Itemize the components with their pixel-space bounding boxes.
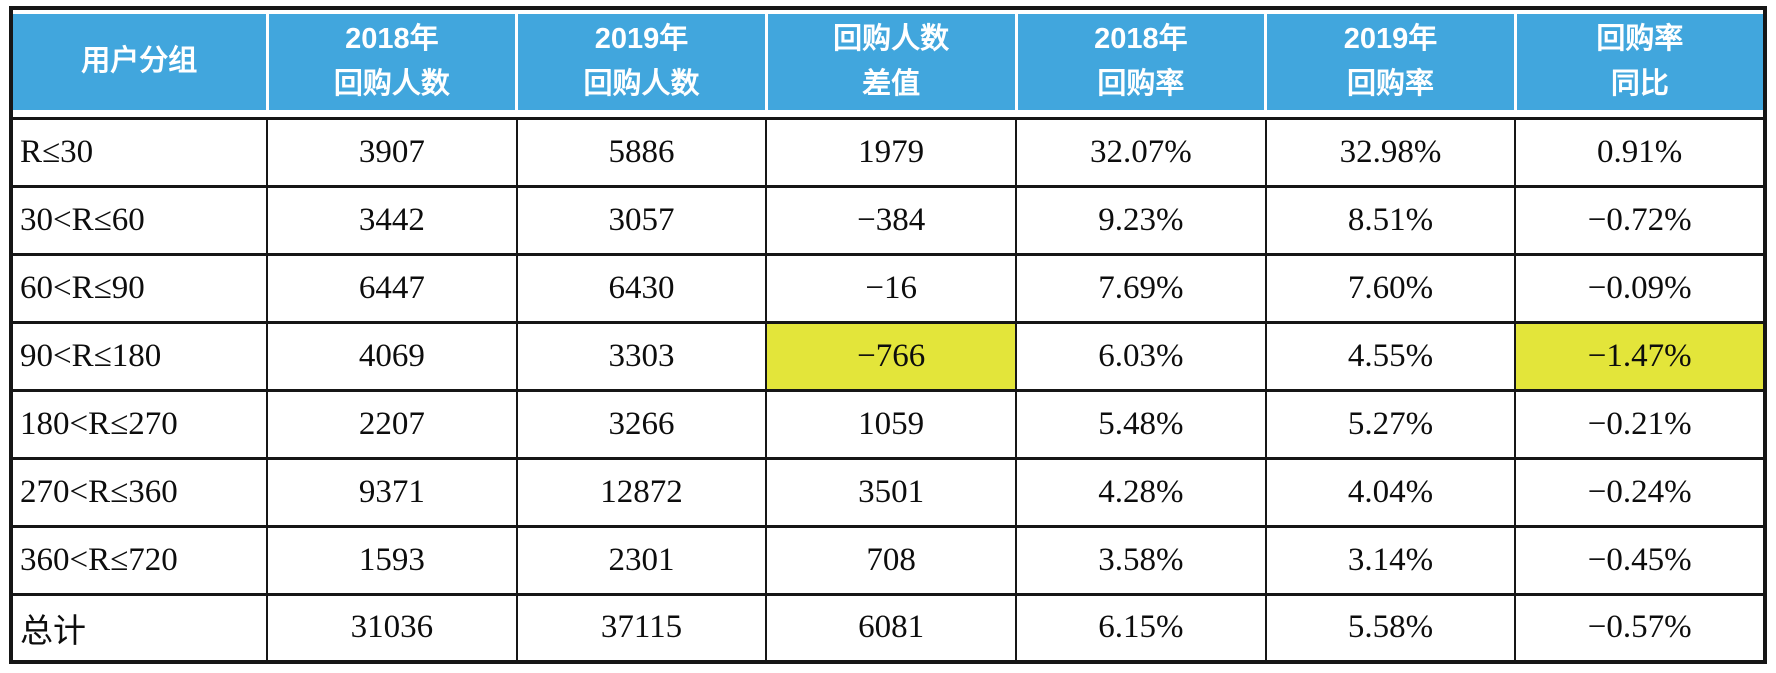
table-header: 用户分组 2018年 回购人数 2019年 回购人数 回购人数 差值 2018年… (11, 8, 1765, 120)
cell-2018-rate: 4.28% (1015, 456, 1267, 528)
cell-buyers-diff: 6081 (765, 592, 1017, 664)
cell-rate-yoy: −0.72% (1514, 184, 1766, 256)
cell-2019-rate: 3.14% (1264, 524, 1517, 596)
cell-rate-yoy: 0.91% (1514, 116, 1766, 188)
row-label: 180<R≤270 (9, 388, 269, 460)
col-header-line1: 用户分组 (81, 45, 198, 78)
cell-rate-yoy: −1.47% (1514, 320, 1766, 392)
row-label: 30<R≤60 (9, 184, 269, 256)
cell-2018-buyers: 6447 (266, 252, 518, 324)
col-header-buyers-diff: 回购人数 差值 (764, 8, 1016, 120)
col-header-line1: 2019年 (1343, 22, 1438, 55)
cell-2018-rate: 32.07% (1015, 116, 1267, 188)
table-row: 270<R≤360 9371 12872 3501 4.28% 4.04% −0… (9, 456, 1766, 528)
col-header-line2: 回购人数 (583, 67, 700, 100)
col-header-2019-buyers: 2019年 回购人数 (515, 8, 767, 120)
row-label: 360<R≤720 (9, 524, 269, 596)
cell-2019-buyers: 5886 (515, 116, 768, 188)
table-row: R≤30 3907 5886 1979 32.07% 32.98% 0.91% (9, 116, 1766, 188)
table-row: 总计 31036 37115 6081 6.15% 5.58% −0.57% (9, 592, 1766, 664)
cell-2019-buyers: 3266 (515, 388, 768, 460)
cell-buyers-diff: −384 (765, 184, 1017, 256)
col-header-line2: 同比 (1610, 67, 1669, 100)
cell-2018-rate: 3.58% (1015, 524, 1267, 596)
cell-buyers-diff: 1059 (765, 388, 1017, 460)
cell-2018-rate: 7.69% (1015, 252, 1267, 324)
row-label: 90<R≤180 (9, 320, 269, 392)
cell-2019-rate: 4.55% (1264, 320, 1517, 392)
table-row: 30<R≤60 3442 3057 −384 9.23% 8.51% −0.72… (9, 184, 1766, 256)
cell-2019-rate: 5.58% (1264, 592, 1517, 664)
cell-2019-buyers: 3057 (515, 184, 768, 256)
cell-buyers-diff: 1979 (765, 116, 1017, 188)
row-label: R≤30 (9, 116, 269, 188)
cell-rate-yoy: −0.45% (1514, 524, 1766, 596)
cell-2019-rate: 8.51% (1264, 184, 1517, 256)
cell-2019-rate: 7.60% (1264, 252, 1517, 324)
row-label: 270<R≤360 (9, 456, 269, 528)
col-header-2018-rate: 2018年 回购率 (1014, 8, 1266, 120)
col-header-line1: 回购人数 (833, 22, 950, 55)
cell-buyers-diff: 708 (765, 524, 1017, 596)
cell-buyers-diff: −766 (765, 320, 1017, 392)
table-row: 60<R≤90 6447 6430 −16 7.69% 7.60% −0.09% (9, 252, 1766, 324)
cell-2018-rate: 6.03% (1015, 320, 1267, 392)
col-header-line2: 回购率 (1346, 67, 1434, 100)
col-header-2018-buyers: 2018年 回购人数 (265, 8, 517, 120)
cell-2018-rate: 5.48% (1015, 388, 1267, 460)
col-header-line1: 2019年 (594, 22, 689, 55)
cell-2019-buyers: 2301 (515, 524, 768, 596)
table-body: R≤30 3907 5886 1979 32.07% 32.98% 0.91% … (9, 116, 1766, 664)
cell-2018-buyers: 31036 (266, 592, 518, 664)
cell-2018-buyers: 9371 (266, 456, 518, 528)
cell-2019-buyers: 6430 (515, 252, 768, 324)
cell-2018-buyers: 3442 (266, 184, 518, 256)
cell-rate-yoy: −0.24% (1514, 456, 1766, 528)
cell-2018-rate: 6.15% (1015, 592, 1267, 664)
cell-2019-rate: 4.04% (1264, 456, 1517, 528)
cell-buyers-diff: −16 (765, 252, 1017, 324)
row-label: 60<R≤90 (9, 252, 269, 324)
col-header-2019-rate: 2019年 回购率 (1264, 8, 1516, 120)
table-row: 180<R≤270 2207 3266 1059 5.48% 5.27% −0.… (9, 388, 1766, 460)
col-header-line2: 回购率 (1097, 67, 1185, 100)
row-label: 总计 (9, 592, 269, 664)
cell-2018-buyers: 4069 (266, 320, 518, 392)
cell-2019-buyers: 3303 (515, 320, 768, 392)
col-header-line2: 回购人数 (333, 67, 450, 100)
table-row: 90<R≤180 4069 3303 −766 6.03% 4.55% −1.4… (9, 320, 1766, 392)
cell-2018-rate: 9.23% (1015, 184, 1267, 256)
cell-2019-buyers: 37115 (515, 592, 768, 664)
col-header-user-group: 用户分组 (11, 8, 268, 120)
table-row: 360<R≤720 1593 2301 708 3.58% 3.14% −0.4… (9, 524, 1766, 596)
cell-rate-yoy: −0.09% (1514, 252, 1766, 324)
cell-rate-yoy: −0.57% (1514, 592, 1766, 664)
col-header-line1: 2018年 (1094, 22, 1188, 55)
cell-buyers-diff: 3501 (765, 456, 1017, 528)
cell-2019-rate: 5.27% (1264, 388, 1517, 460)
repurchase-rate-table: 用户分组 2018年 回购人数 2019年 回购人数 回购人数 差值 2018年… (9, 6, 1767, 664)
header-row: 用户分组 2018年 回购人数 2019年 回购人数 回购人数 差值 2018年… (11, 8, 1765, 120)
cell-2019-rate: 32.98% (1264, 116, 1517, 188)
cell-2018-buyers: 3907 (266, 116, 518, 188)
cell-2018-buyers: 1593 (266, 524, 518, 596)
col-header-line1: 回购率 (1596, 22, 1684, 55)
cell-2018-buyers: 2207 (266, 388, 518, 460)
cell-rate-yoy: −0.21% (1514, 388, 1766, 460)
cell-2019-buyers: 12872 (515, 456, 768, 528)
col-header-line2: 差值 (862, 67, 921, 100)
col-header-line1: 2018年 (345, 22, 439, 55)
col-header-rate-yoy: 回购率 同比 (1513, 8, 1765, 120)
